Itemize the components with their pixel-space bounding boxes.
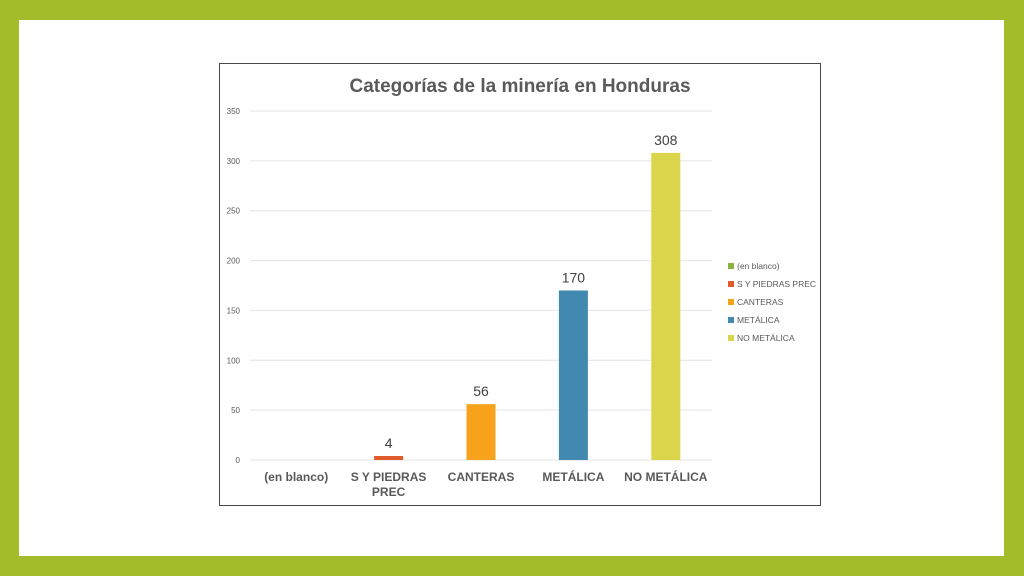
data-label: 308 [654,132,678,148]
x-tick-label: NO METÁLICA [624,469,708,484]
x-tick-label: METÁLICA [542,469,604,484]
bars [374,152,681,460]
y-tick-label: 50 [231,406,240,415]
legend-swatch [728,299,734,305]
y-tick-label: 350 [227,107,241,116]
data-label: 4 [385,435,393,451]
x-tick-label: S Y PIEDRAS [351,470,427,484]
legend-label: CANTERAS [737,297,784,307]
legend-label: (en blanco) [737,261,780,271]
chart-title: Categorías de la minería en Honduras [349,76,690,97]
chart-frame [219,63,821,506]
data-labels: 4 56 170 308 [385,132,678,451]
x-tick-label: CANTERAS [448,470,515,484]
x-tick-label: PREC [372,485,406,499]
y-tick-label: 300 [227,157,241,166]
legend-swatch [728,317,734,323]
bar-4 [651,152,681,460]
y-tick-label: 150 [227,306,241,315]
bar-2 [466,404,496,460]
bar-3 [558,290,588,460]
y-tick-label: 250 [227,207,241,216]
legend-swatch [728,281,734,287]
y-tick-label: 100 [227,356,241,365]
legend-label: METÁLICA [737,315,780,325]
legend-swatch [728,263,734,269]
gridlines [250,110,712,461]
bar-1 [374,456,404,460]
y-axis-ticks: 0 50 100 150 200 250 300 350 [227,107,241,465]
legend-swatch [728,335,734,341]
data-label: 56 [473,383,489,399]
legend-label: S Y PIEDRAS PREC [737,279,816,289]
y-tick-label: 200 [227,257,241,266]
legend-label: NO METÁLICA [737,333,795,343]
y-tick-label: 0 [236,456,241,465]
x-tick-label: (en blanco) [264,470,328,484]
data-label: 170 [562,269,586,285]
legend: (en blanco) S Y PIEDRAS PREC CANTERAS METÁL… [728,261,816,343]
